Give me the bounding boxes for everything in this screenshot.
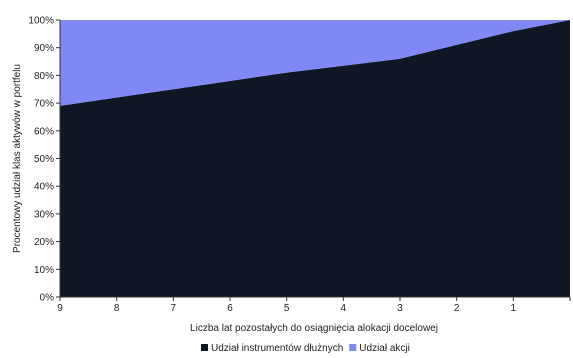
y-tick-label: 80% (34, 71, 54, 82)
legend-swatch-1 (201, 344, 208, 351)
x-tick-label: 7 (171, 303, 177, 314)
plot-area (60, 20, 570, 297)
x-tick-label: 8 (114, 303, 120, 314)
y-tick-label: 100% (28, 16, 54, 27)
legend-swatch-2 (349, 344, 357, 351)
y-tick-label: 90% (34, 43, 54, 54)
x-tick-label: 1 (511, 303, 517, 314)
area-series-1 (60, 20, 570, 297)
y-tick-label: 30% (34, 209, 54, 220)
y-tick-label: 40% (34, 182, 54, 193)
y-axis-ticks: 0% 10% 20% 30% 40% 50% 60% 70% 80% 90% 100% (28, 16, 60, 304)
x-tick-label: 2 (454, 303, 460, 314)
legend-label-1: Udział instrumentów dłużnych (211, 343, 343, 354)
x-axis-title: Liczba lat pozostałych do osiągnięcia al… (190, 323, 438, 334)
x-tick-label: 3 (397, 303, 403, 314)
y-tick-label: 70% (34, 99, 54, 110)
legend: Udział instrumentów dłużnych Udział akcji (201, 343, 410, 354)
x-tick-label: 5 (284, 303, 290, 314)
y-tick-label: 60% (34, 126, 54, 137)
y-axis-title: Procentowy udział klas aktywów w portfel… (12, 64, 23, 253)
y-tick-label: 50% (34, 154, 54, 165)
x-tick-label: 9 (57, 303, 63, 314)
area-series-2 (60, 20, 570, 106)
legend-label-2: Udział akcji (359, 343, 410, 354)
x-axis-ticks: 9 8 7 6 5 4 3 2 1 (57, 297, 571, 314)
y-tick-label: 20% (34, 237, 54, 248)
x-tick-label: 4 (341, 303, 347, 314)
x-tick-label: 6 (227, 303, 233, 314)
y-tick-label: 0% (40, 293, 55, 304)
y-tick-label: 10% (34, 265, 54, 276)
